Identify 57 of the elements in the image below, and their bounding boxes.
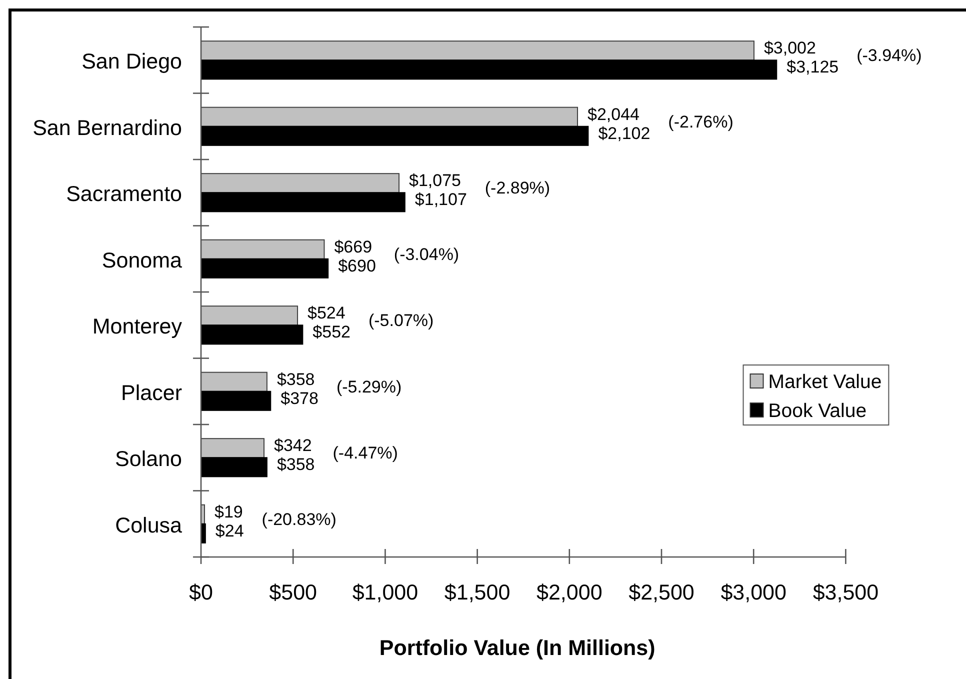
x-tick-label: $3,500 — [812, 580, 879, 605]
bar — [200, 173, 400, 194]
legend-label: Market Value — [768, 371, 882, 394]
data-label: $24 — [215, 521, 244, 540]
data-label: $524 — [308, 304, 346, 323]
bar — [200, 239, 325, 260]
text: (-3.94%) — [856, 46, 922, 66]
y-tick-label: Solano — [115, 447, 182, 472]
annotation: (-2.89%) — [484, 178, 550, 198]
data-label: $2,044 — [588, 104, 640, 124]
annotation: (-2.76%) — [668, 112, 734, 132]
x-tick-label: $2,500 — [628, 580, 694, 605]
annotation: (-20.83%) — [262, 510, 336, 529]
annotation: (-3.04%) — [394, 244, 460, 264]
data-label: $1,107 — [414, 190, 467, 210]
y-tick-label: San Bernardino — [32, 116, 182, 140]
data-label: $378 — [280, 388, 318, 408]
bar — [200, 438, 264, 458]
y-tick-label: Colusa — [115, 513, 182, 538]
bar — [200, 306, 298, 326]
x-tick-label: $500 — [269, 580, 318, 605]
data-label: $3,125 — [786, 58, 839, 77]
data-label: $1,075 — [409, 171, 462, 190]
data-label: $358 — [276, 455, 315, 474]
annotation: (-4.47%) — [332, 444, 398, 463]
x-tick-label: $1,500 — [444, 580, 510, 605]
y-tick-label: Sonoma — [102, 248, 182, 272]
bar — [200, 60, 778, 80]
data-label: $19 — [214, 502, 243, 522]
y-tick-label: Monterey — [92, 314, 182, 339]
x-tick-label: $1,000 — [352, 580, 418, 605]
bar — [200, 457, 268, 478]
bar — [200, 40, 754, 61]
x-tick-label: $2,000 — [536, 580, 602, 605]
y-tick-label: Sacramento — [66, 182, 182, 206]
annotation: (-5.07%) — [368, 311, 434, 330]
data-label: $669 — [334, 237, 372, 256]
bar — [200, 390, 272, 411]
data-label: $552 — [312, 322, 351, 342]
annotation: (-5.29%) — [336, 377, 402, 396]
x-tick-label: $3,000 — [720, 580, 787, 605]
legend-label: Book Value — [768, 400, 867, 422]
x-axis-title: Portfolio Value (In Millions) — [379, 636, 656, 660]
data-label: $358 — [276, 370, 315, 389]
bar — [200, 372, 268, 392]
data-label: $2,102 — [598, 124, 650, 143]
y-tick-label: Placer — [121, 380, 182, 405]
bar — [200, 324, 304, 345]
bar — [200, 192, 406, 212]
data-label: $690 — [338, 256, 376, 276]
x-tick-label: $0 — [189, 580, 213, 605]
bar — [200, 106, 578, 127]
data-label: $3,002 — [764, 38, 816, 58]
data-label: $342 — [274, 436, 312, 456]
bar — [200, 126, 589, 146]
bar — [200, 258, 329, 278]
y-tick-label: San Diego — [82, 50, 182, 74]
